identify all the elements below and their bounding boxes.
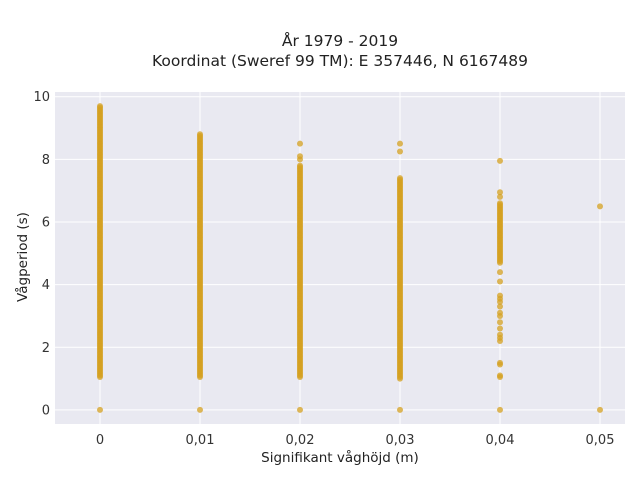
x-tick-label: 0,04 [486,433,515,448]
data-point [497,189,503,196]
data-point [397,148,403,155]
data-point [197,131,203,138]
data-point [597,203,603,210]
data-point [397,140,403,147]
data-point [297,140,303,147]
tick-labels: 0 0,01 0,02 0,03 0,04 0,05 0 2 4 6 8 10 [33,90,614,448]
data-point [497,309,503,316]
data-point [497,372,503,379]
data-point [97,406,103,413]
y-tick-label: 10 [33,90,50,105]
x-tick-label: 0,01 [186,433,215,448]
x-tick-label: 0,05 [586,433,615,448]
data-point [197,406,203,413]
plot-area [55,92,625,424]
data-point [497,319,503,326]
chart-subtitle: Koordinat (Sweref 99 TM): E 357446, N 61… [152,52,528,70]
data-point [97,103,103,110]
data-point [497,303,503,310]
data-point [497,200,503,207]
y-tick-label: 6 [42,215,50,230]
x-tick-label: 0,02 [286,433,315,448]
y-tick-label: 8 [42,153,50,168]
y-tick-label: 2 [42,341,50,356]
data-point [397,175,403,182]
y-tick-label: 0 [42,403,50,418]
x-tick-label: 0,03 [386,433,415,448]
data-point [297,153,303,160]
data-point [597,406,603,413]
data-point [497,157,503,164]
data-point [497,359,503,366]
data-point [497,331,503,338]
y-tick-label: 4 [42,278,50,293]
data-points [97,103,603,413]
data-point [297,406,303,413]
data-point [497,292,503,299]
data-point [497,325,503,332]
chart-title: År 1979 - 2019 [282,31,398,50]
y-axis-title: Vågperiod (s) [14,212,31,302]
data-point [497,406,503,413]
data-point [497,278,503,285]
data-point [497,193,503,200]
data-point [297,162,303,169]
x-tick-label: 0 [96,433,104,448]
data-point [497,269,503,276]
x-axis-title: Signifikant våghöjd (m) [261,449,419,466]
data-point [397,406,403,413]
